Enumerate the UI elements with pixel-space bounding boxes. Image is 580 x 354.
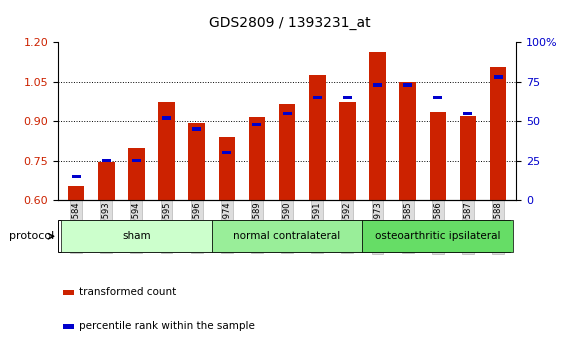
Bar <box>282 112 292 115</box>
Bar <box>400 82 416 200</box>
Text: sham: sham <box>122 231 151 241</box>
Text: percentile rank within the sample: percentile rank within the sample <box>79 321 255 331</box>
Bar <box>309 75 325 200</box>
Bar <box>158 102 175 200</box>
Bar <box>212 220 362 252</box>
Bar <box>249 117 265 200</box>
Bar <box>279 104 295 200</box>
Bar <box>128 148 144 200</box>
Bar <box>403 83 412 87</box>
Bar <box>222 151 231 154</box>
Bar <box>369 52 386 200</box>
Bar <box>68 185 84 200</box>
Bar <box>373 83 382 87</box>
Bar <box>63 324 74 329</box>
Text: osteoarthritic ipsilateral: osteoarthritic ipsilateral <box>375 231 501 241</box>
Bar <box>433 96 443 99</box>
Bar <box>362 220 513 252</box>
Bar <box>490 67 506 200</box>
Bar <box>339 102 356 200</box>
Bar <box>188 122 205 200</box>
Text: protocol: protocol <box>9 231 54 241</box>
Bar <box>252 123 262 126</box>
Bar <box>430 112 446 200</box>
Text: GDS2809 / 1393231_at: GDS2809 / 1393231_at <box>209 16 371 30</box>
Bar <box>98 162 114 200</box>
Bar <box>494 75 503 79</box>
Bar <box>61 220 212 252</box>
Bar <box>192 127 201 131</box>
Bar <box>102 159 111 162</box>
Text: normal contralateral: normal contralateral <box>234 231 340 241</box>
Text: transformed count: transformed count <box>79 287 176 297</box>
Bar <box>63 290 74 295</box>
Bar <box>71 175 81 178</box>
Bar <box>162 116 171 120</box>
Bar <box>463 112 473 115</box>
Bar <box>132 159 141 162</box>
Bar <box>313 96 322 99</box>
Bar <box>460 116 476 200</box>
Bar <box>219 137 235 200</box>
Bar <box>343 96 352 99</box>
